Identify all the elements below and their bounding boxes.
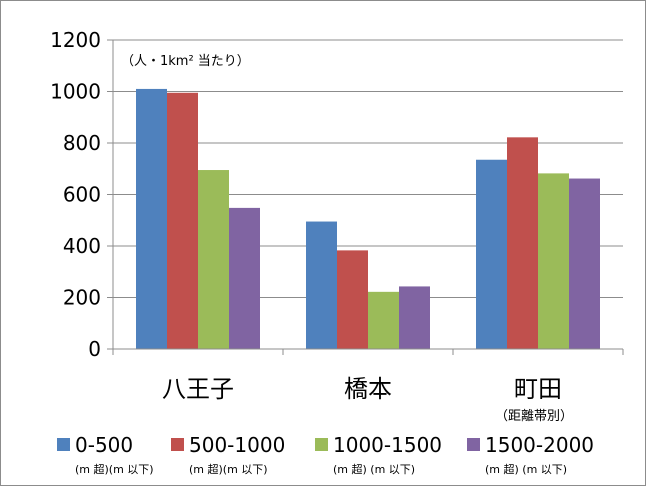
legend-label: 1500-2000	[485, 433, 594, 457]
y-tick-label: 600	[63, 183, 101, 207]
category-labels: 八王子 橋本 町田	[162, 375, 562, 403]
legend-item: 0-500 (m 超)(m 以下)	[57, 433, 154, 476]
legend-sublabel: (m 超) (m 以下)	[485, 462, 567, 476]
y-tick-label: 200	[63, 286, 101, 310]
bar	[569, 178, 600, 349]
category-label: 橋本	[344, 375, 392, 403]
y-tick-label: 800	[63, 131, 101, 155]
bar	[368, 291, 399, 349]
bar	[167, 92, 198, 349]
axes: 0 200 400 600 800 1000 1200	[50, 28, 624, 361]
unit-note: （人・1km² 当たり）	[121, 54, 250, 69]
bar	[306, 221, 337, 349]
legend-item: 500-1000 (m 超)(m 以下)	[171, 433, 285, 476]
bar	[337, 250, 368, 349]
bar	[229, 207, 260, 349]
legend-item: 1000-1500 (m 超) (m 以下)	[315, 433, 442, 476]
bars	[136, 88, 600, 350]
y-tick-label: 1000	[50, 80, 101, 104]
legend-label: 0-500	[75, 433, 133, 457]
legend-label: 1000-1500	[333, 433, 442, 457]
category-note: （距離帯別）	[495, 409, 573, 424]
legend-swatch	[171, 438, 184, 451]
bar	[198, 170, 229, 349]
y-tick-label: 0	[88, 337, 101, 361]
legend-sublabel: (m 超) (m 以下)	[333, 462, 415, 476]
legend-sublabel: (m 超)(m 以下)	[75, 462, 154, 476]
legend-sublabel: (m 超)(m 以下)	[189, 462, 268, 476]
bar	[507, 137, 538, 349]
bar	[538, 173, 569, 349]
bar	[399, 286, 430, 349]
category-label: 町田	[514, 375, 562, 403]
bar	[136, 88, 167, 350]
y-tick-label: 1200	[50, 28, 101, 52]
legend-swatch	[315, 438, 328, 451]
category-label: 八王子	[162, 375, 234, 403]
legend-swatch	[467, 438, 480, 451]
legend-label: 500-1000	[189, 433, 285, 457]
bar	[476, 159, 507, 349]
legend-swatch	[57, 438, 70, 451]
y-tick-label: 400	[63, 234, 101, 258]
legend-item: 1500-2000 (m 超) (m 以下)	[467, 433, 594, 476]
legend: 0-500 (m 超)(m 以下) 500-1000 (m 超)(m 以下) 1000-…	[57, 433, 594, 476]
